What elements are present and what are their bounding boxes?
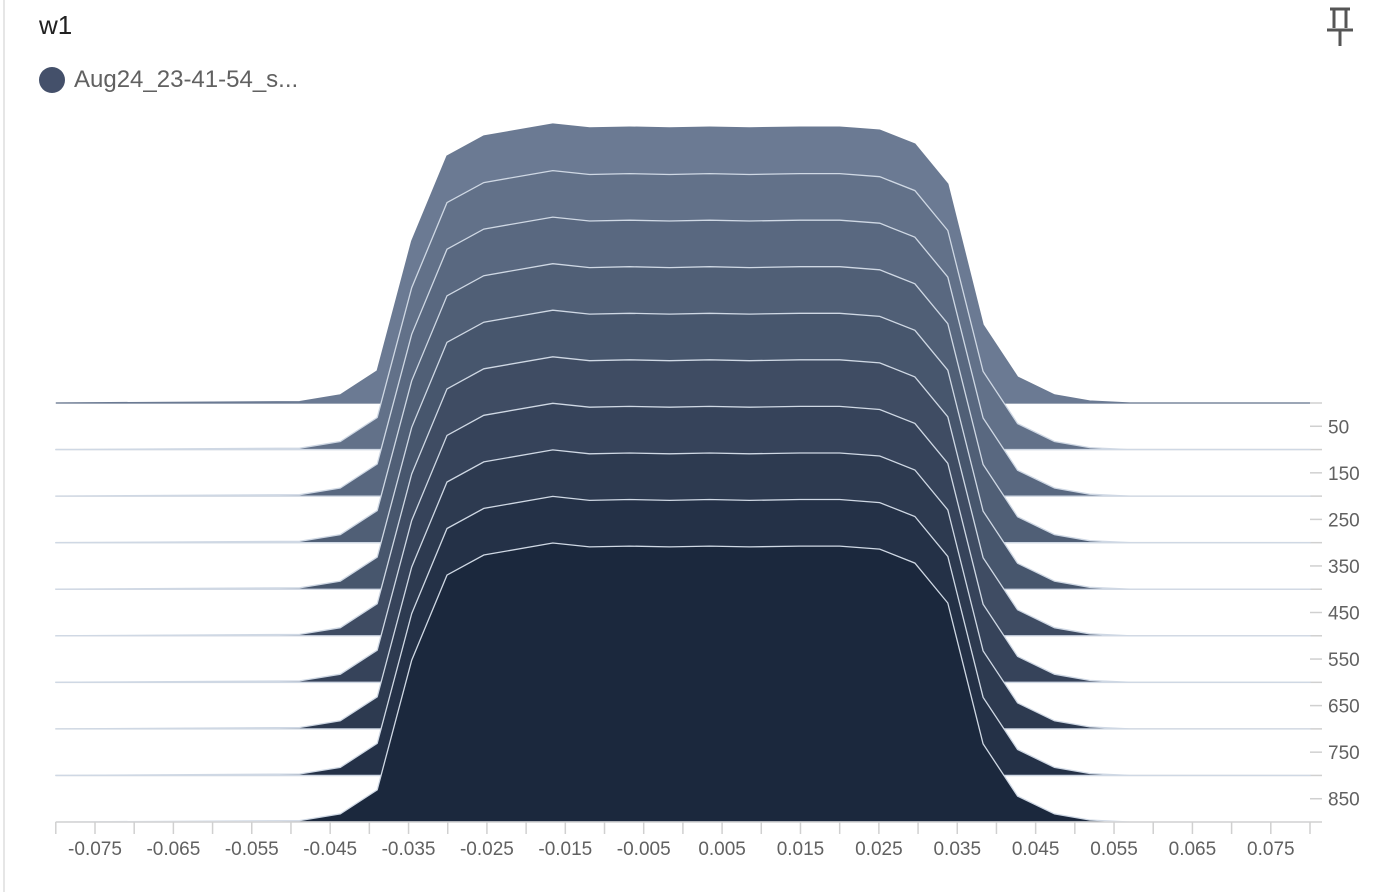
y-tick-label: 550	[1328, 650, 1360, 671]
x-tick-label: 0.035	[933, 839, 981, 860]
x-tick-label: 0.025	[855, 839, 903, 860]
card-title: w1	[39, 10, 73, 40]
x-tick-label: -0.065	[146, 839, 200, 860]
x-tick-label: -0.005	[617, 839, 671, 860]
y-tick-label: 250	[1328, 510, 1360, 531]
run-color-dot	[39, 67, 65, 93]
x-tick-label: 0.015	[777, 839, 825, 860]
x-tick-label: 0.055	[1090, 839, 1138, 860]
y-tick-label: 50	[1328, 417, 1349, 438]
x-tick-label: 0.005	[698, 839, 746, 860]
histogram-card: w1 Aug24_23-41-54_s...	[3, 0, 1398, 892]
x-tick-label: 0.075	[1247, 839, 1295, 860]
x-tick-label: -0.025	[460, 839, 514, 860]
y-tick-label: 450	[1328, 604, 1360, 625]
y-tick-label: 750	[1328, 743, 1360, 764]
histogram-step-900	[55, 542, 1310, 823]
x-tick-label: -0.055	[225, 839, 279, 860]
y-tick-label: 850	[1328, 790, 1360, 811]
x-tick-label: 0.065	[1169, 839, 1217, 860]
x-tick-label: -0.075	[68, 839, 122, 860]
y-tick-label: 650	[1328, 697, 1360, 718]
x-tick-label: -0.015	[538, 839, 592, 860]
x-tick-label: -0.035	[382, 839, 436, 860]
x-tick-label: 0.045	[1012, 839, 1060, 860]
legend: Aug24_23-41-54_s...	[39, 66, 298, 94]
y-tick-label: 350	[1328, 557, 1360, 578]
pin-button[interactable]	[1323, 4, 1357, 48]
x-tick-label: -0.045	[303, 839, 357, 860]
run-name: Aug24_23-41-54_s...	[74, 66, 299, 93]
pin-icon	[1327, 7, 1353, 46]
y-tick-label: 150	[1328, 464, 1360, 485]
